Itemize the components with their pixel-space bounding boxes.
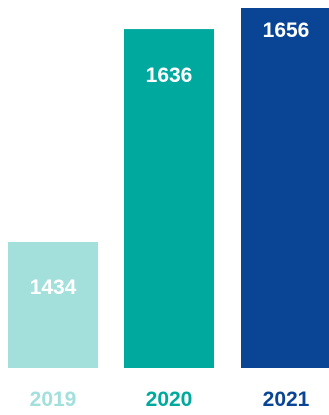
bar-2020 <box>124 29 214 368</box>
bar-labels-group: 1434 1636 1656 <box>30 19 310 299</box>
x-tick-label-2021: 2021 <box>263 388 310 411</box>
x-tick-label-2019: 2019 <box>30 388 77 411</box>
bar-2021 <box>241 8 329 368</box>
x-tick-label-2020: 2020 <box>146 388 193 411</box>
bar-2019 <box>8 242 98 368</box>
x-axis-tick-labels: 2019 2020 2021 <box>30 388 310 411</box>
bars-group <box>8 8 329 368</box>
bar-value-label-2020: 1636 <box>146 64 193 87</box>
bar-value-label-2019: 1434 <box>30 276 77 299</box>
bar-value-label-2021: 1656 <box>263 19 310 42</box>
